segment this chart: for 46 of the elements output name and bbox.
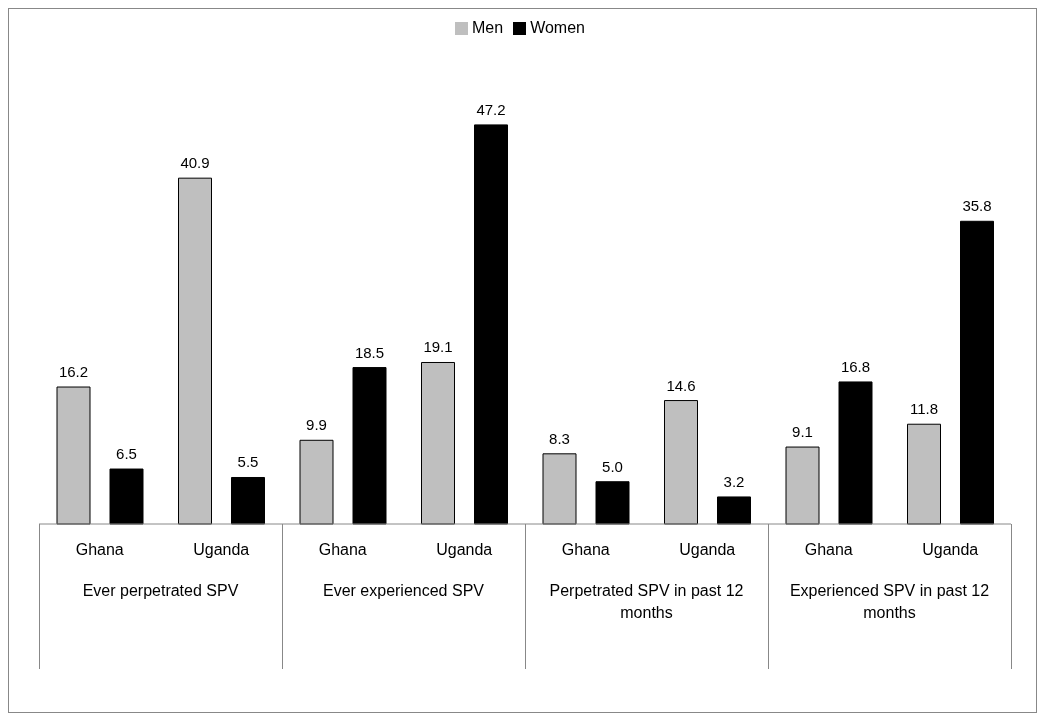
x-tick-label: Uganda bbox=[193, 541, 250, 559]
data-label: 9.9 bbox=[306, 416, 327, 434]
x-tick-label: Uganda bbox=[922, 541, 979, 559]
bar bbox=[717, 496, 751, 525]
text: Ever perpetrated SPV bbox=[81, 581, 240, 601]
data-label: 16.8 bbox=[840, 357, 871, 375]
bar bbox=[352, 367, 387, 525]
bar bbox=[595, 481, 630, 525]
x-tick-label: Ghana bbox=[804, 541, 853, 559]
data-label: 11.8 bbox=[909, 400, 939, 418]
x-tick-label: Ghana bbox=[75, 541, 124, 559]
bar bbox=[960, 220, 994, 525]
data-label: 9.1 bbox=[792, 423, 813, 441]
legend-label: Women bbox=[530, 19, 585, 36]
bar bbox=[907, 423, 941, 525]
data-label: 35.8 bbox=[962, 197, 992, 215]
x-tick-label: Ghana bbox=[318, 541, 367, 559]
data-label: 19.1 bbox=[423, 338, 453, 356]
bar bbox=[785, 446, 820, 525]
x-tick-label: Uganda bbox=[679, 541, 736, 559]
bar bbox=[838, 381, 873, 525]
x-tick-label: Ghana bbox=[561, 541, 610, 559]
data-label: 14.6 bbox=[666, 376, 696, 394]
bar bbox=[109, 468, 144, 525]
bar bbox=[664, 400, 698, 525]
bar bbox=[542, 453, 577, 525]
data-label: 5.0 bbox=[602, 457, 623, 475]
text: Perpetrated SPV in past 12 months bbox=[548, 581, 745, 623]
text: Experienced SPV in past 12 months bbox=[788, 581, 991, 623]
text: Ever experienced SPV bbox=[322, 581, 485, 601]
data-label: 8.3 bbox=[549, 429, 570, 447]
bar bbox=[178, 177, 212, 525]
x-tick-label: Uganda bbox=[436, 541, 493, 559]
data-label: 40.9 bbox=[180, 154, 210, 172]
data-label: 3.2 bbox=[723, 472, 745, 490]
bar bbox=[299, 439, 334, 525]
bar bbox=[421, 362, 455, 525]
data-label: 5.5 bbox=[237, 453, 259, 471]
data-label: 6.5 bbox=[116, 445, 137, 463]
bar bbox=[56, 386, 91, 525]
legend-label: Men bbox=[472, 19, 504, 36]
data-label: 47.2 bbox=[476, 100, 506, 118]
data-label: 18.5 bbox=[354, 343, 385, 361]
bar bbox=[474, 124, 508, 525]
data-label: 16.2 bbox=[58, 363, 89, 381]
bar bbox=[231, 476, 265, 525]
